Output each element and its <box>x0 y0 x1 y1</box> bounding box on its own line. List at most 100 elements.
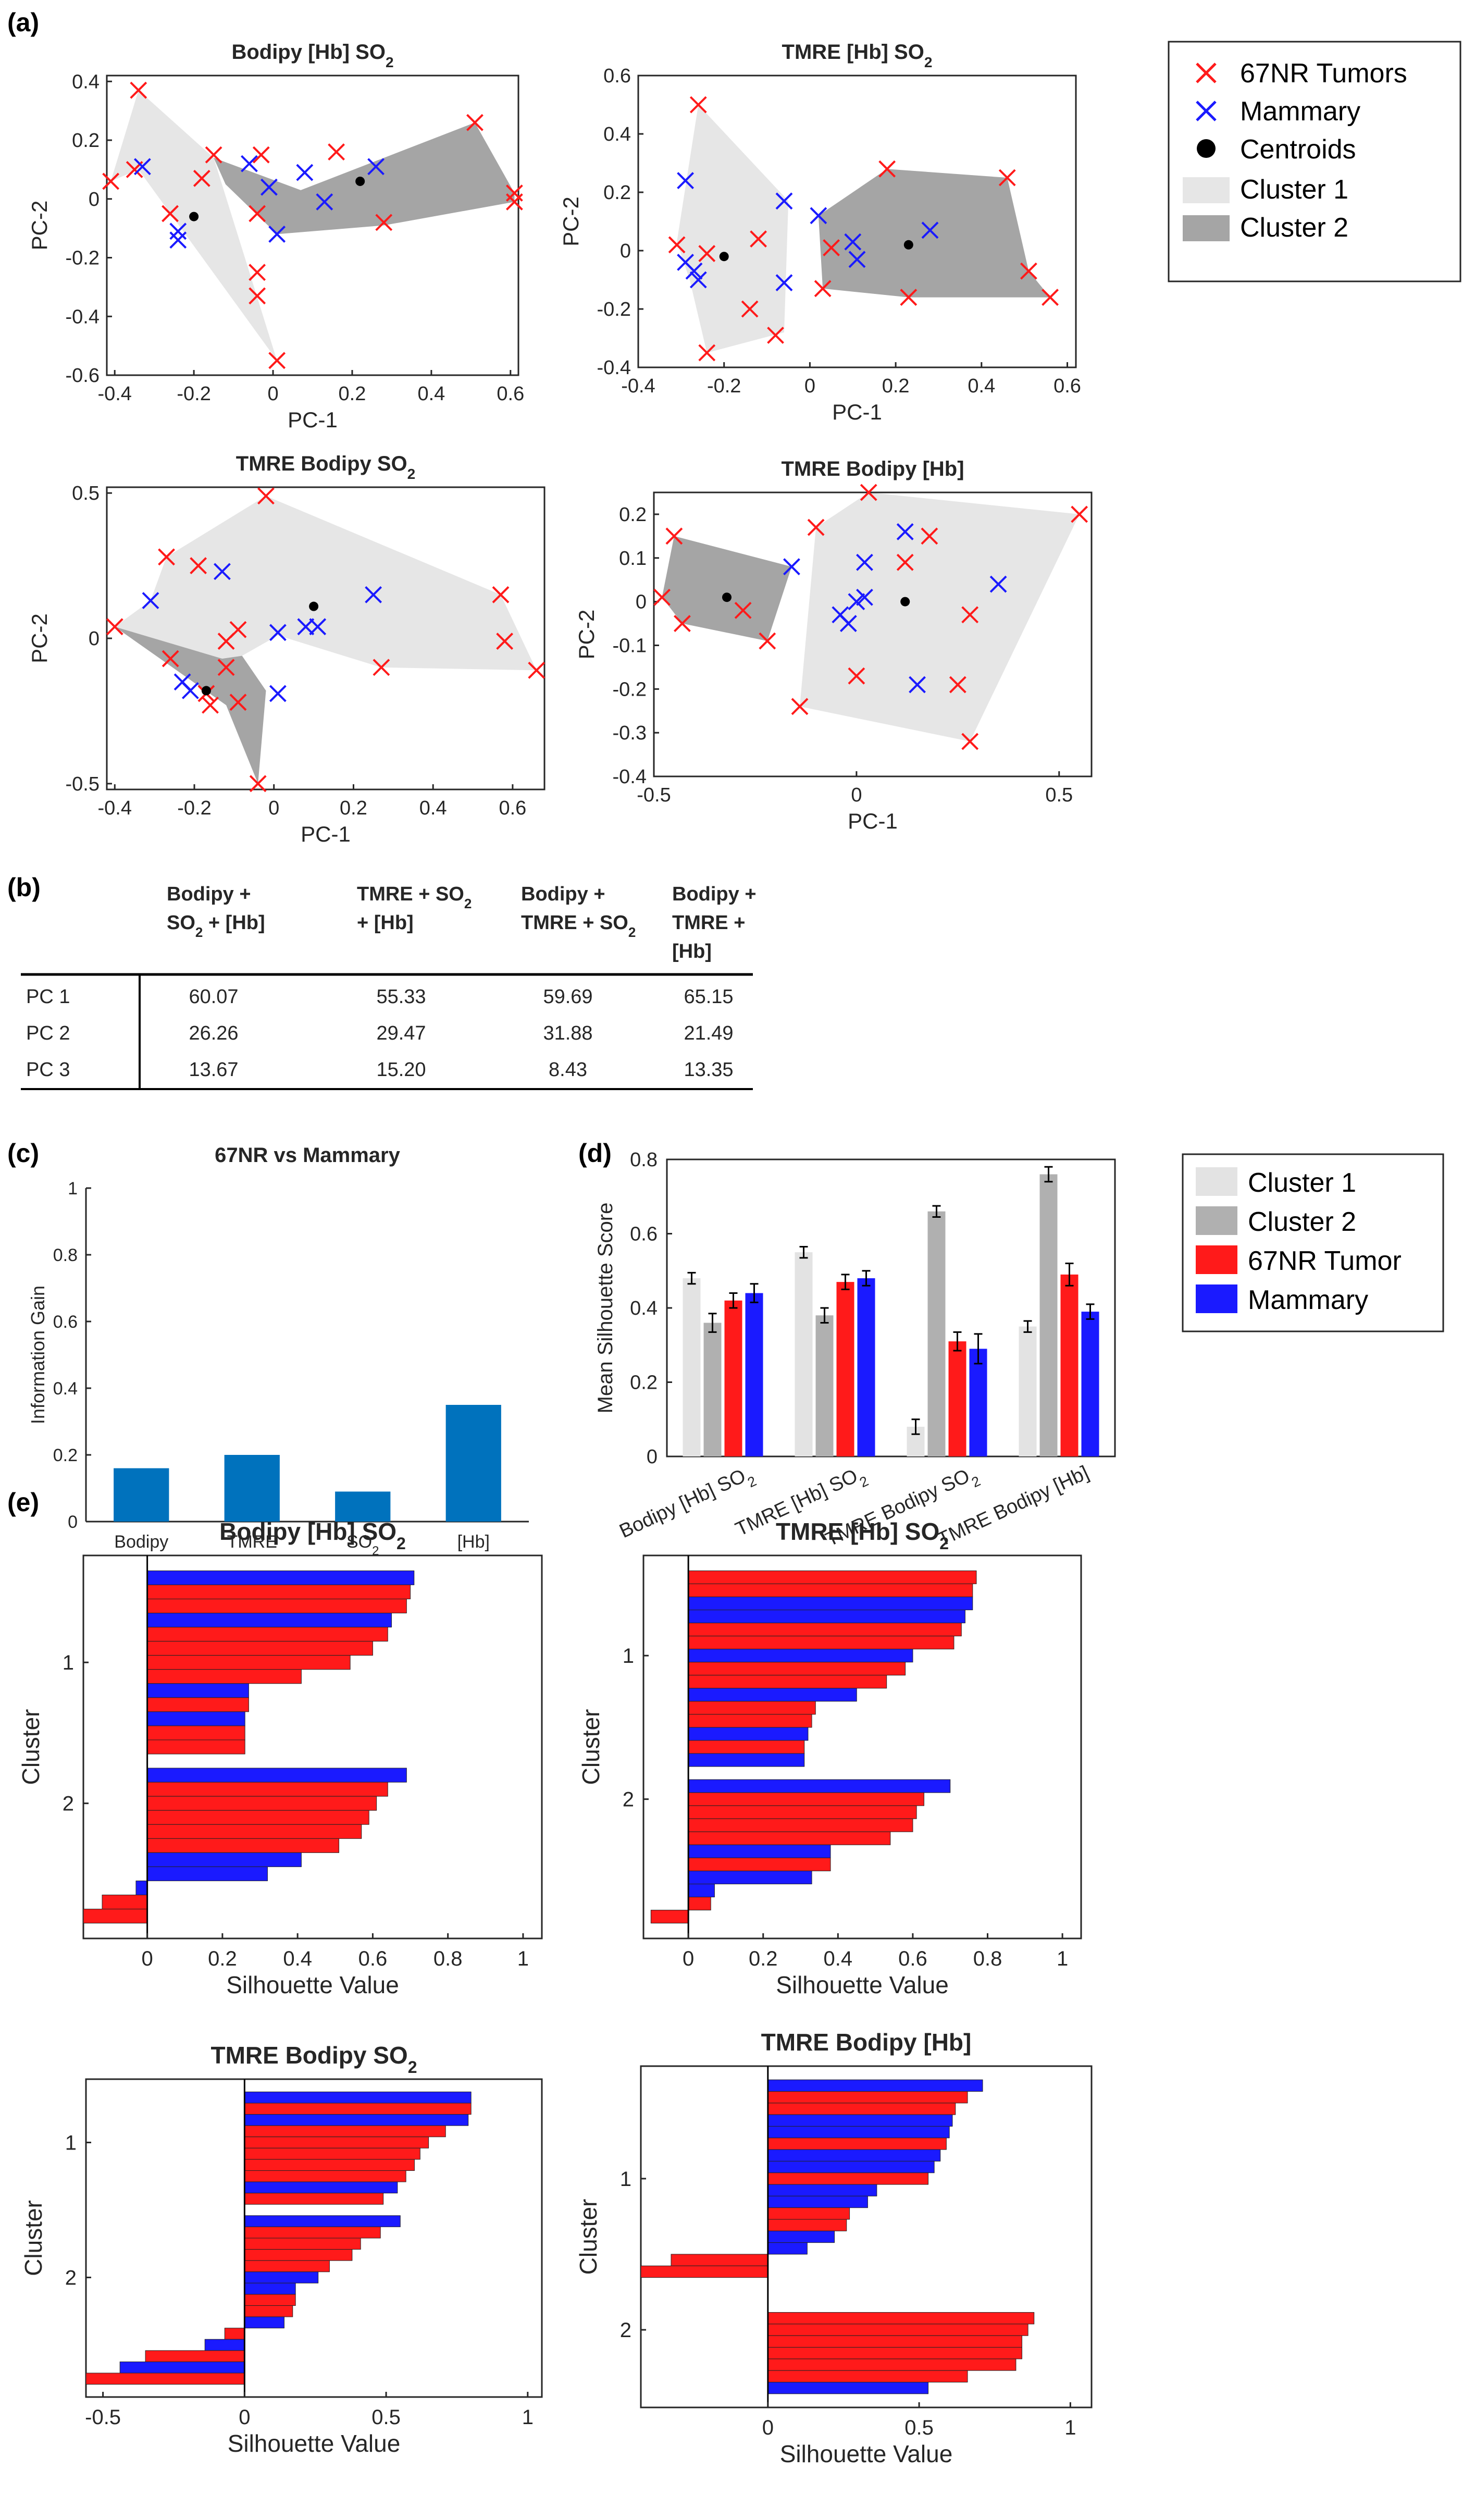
x-tick-label: -0.2 <box>177 797 211 819</box>
mammary-silhouette-bar <box>767 2114 953 2127</box>
error-bar <box>708 1313 717 1333</box>
mammary-silhouette-bar <box>244 2114 469 2126</box>
y-tick-label: 0.8 <box>630 1149 658 1171</box>
x-tick-label: 0.2 <box>208 1947 237 1970</box>
tumor-point <box>528 661 546 679</box>
hull-cluster-1 <box>115 496 537 671</box>
mammary-silhouette-bar <box>244 2091 472 2104</box>
table-cell: 13.35 <box>684 1059 733 1081</box>
tumor-silhouette-bar <box>688 1636 955 1650</box>
legend-a-cluster2: Cluster 2 <box>1183 213 1348 243</box>
mammary-point <box>296 164 314 181</box>
y-tick-label: -0.6 <box>66 365 100 387</box>
x-tick-label: 0.2 <box>882 375 910 397</box>
silhouette-bar <box>1081 1312 1099 1456</box>
centroid-point <box>189 212 199 221</box>
tumor-silhouette-bar <box>244 2226 381 2239</box>
y-tick-label: 0 <box>89 189 100 211</box>
tumor-point <box>162 650 179 668</box>
table-cell: 8.43 <box>549 1059 587 1081</box>
x-axis-label: Silhouette Value <box>780 2440 953 2467</box>
mammary-point <box>921 221 939 239</box>
tumor-point <box>328 143 345 160</box>
y-tick-label: 0.2 <box>630 1372 658 1394</box>
plot-frame <box>637 75 1077 368</box>
tumor-point <box>158 548 175 566</box>
mammary-point <box>848 593 865 611</box>
tumor-silhouette-bar <box>244 2103 472 2115</box>
centroid-point <box>355 176 365 186</box>
y-tick-label: -0.2 <box>613 678 647 700</box>
mammary-silhouette-bar <box>147 1768 407 1783</box>
tumor-silhouette-bar <box>147 1824 362 1839</box>
tumor-point <box>734 601 752 619</box>
x-tick-label: -0.4 <box>97 383 131 405</box>
info-gain-bar <box>445 1405 501 1522</box>
tumor-silhouette-bar <box>688 1675 887 1689</box>
svg-text:Cluster 1: Cluster 1 <box>1240 175 1348 205</box>
tumor-silhouette-bar <box>767 2172 929 2185</box>
tumor-silhouette-bar <box>671 2254 769 2266</box>
y-tick-label: 0.2 <box>72 130 100 152</box>
mammary-point <box>989 575 1007 593</box>
x-tick-label: 0.2 <box>339 383 366 405</box>
hull-cluster-1 <box>677 105 789 353</box>
centroid-point <box>722 592 732 602</box>
mammary-silhouette-bar <box>767 2381 929 2394</box>
x-tick-label: 0 <box>267 383 278 405</box>
y-tick-label: 0.8 <box>53 1245 78 1265</box>
tumor-point <box>896 553 914 571</box>
mammary-silhouette-bar <box>244 2215 401 2227</box>
tumor-silhouette-bar <box>145 2350 245 2362</box>
table-header-1: + [Hb] <box>357 912 414 934</box>
hull-cluster-2 <box>214 122 515 234</box>
x-tick-label: Bodipy [Hb] SO2 <box>616 1462 759 1548</box>
tumor-point <box>229 621 247 638</box>
y-tick-label: -0.4 <box>66 306 100 328</box>
tumor-silhouette-bar <box>688 1897 711 1911</box>
silhouette-bar <box>969 1349 987 1456</box>
table-cell: 59.69 <box>543 986 592 1008</box>
tumor-point <box>249 205 266 223</box>
tumor-point <box>492 586 510 603</box>
mammary-point <box>896 523 914 540</box>
tumor-silhouette-bar <box>244 2260 330 2272</box>
mammary-point <box>839 615 857 632</box>
mammary-point <box>775 192 793 210</box>
mammary-silhouette-bar <box>767 2242 808 2255</box>
tumor-point <box>698 245 716 263</box>
cluster-tick-label: 1 <box>623 1645 634 1667</box>
scatter-a4: -0.5 0 0.5 -0.4 -0.3 -0.2 -0.1 0 0.1 0.2 TMRE Bodi… <box>574 458 1093 833</box>
panel-label-b: (b) <box>7 873 41 902</box>
tumor-point <box>698 344 716 362</box>
plot-title: TMRE Bodipy [Hb] <box>781 458 964 480</box>
table-header-3: TMRE + <box>672 912 745 934</box>
legend-a-mammary: Mammary <box>1196 96 1360 127</box>
table-cell: 13.67 <box>189 1059 238 1081</box>
mammary-silhouette-bar <box>244 2282 296 2295</box>
mammary-silhouette-bar <box>767 2184 877 2196</box>
mammary-silhouette-bar <box>767 2126 950 2139</box>
mammary-point <box>775 274 793 292</box>
tumor-point <box>668 236 686 254</box>
mammary-point <box>261 178 278 196</box>
mammary-silhouette-bar <box>244 2271 319 2283</box>
tumor-point <box>1042 289 1059 306</box>
x-tick-label: 0.4 <box>417 383 445 405</box>
tumor-silhouette-bar <box>640 2265 769 2278</box>
legend-a-tumors: 67NR Tumors <box>1196 58 1407 89</box>
mammary-point <box>142 592 159 609</box>
mammary-silhouette-bar <box>119 2361 245 2374</box>
mammary-silhouette-bar <box>767 2160 935 2173</box>
panel-label-a: (a) <box>7 8 39 37</box>
plot-title: TMRE Bodipy [Hb] <box>761 2029 972 2056</box>
plot-title: Bodipy [Hb] SO2 <box>231 41 393 70</box>
x-axis-label: Silhouette Value <box>776 1971 949 1998</box>
tumor-silhouette-bar <box>767 2347 1022 2360</box>
centroid-point <box>900 597 910 607</box>
table-header-0: Bodipy + <box>167 883 251 905</box>
panel-label-c: (c) <box>7 1139 39 1168</box>
x-tick-label: 0.5 <box>371 2406 401 2429</box>
hull-cluster-1 <box>800 492 1080 742</box>
mammary-silhouette-bar <box>767 2149 941 2161</box>
